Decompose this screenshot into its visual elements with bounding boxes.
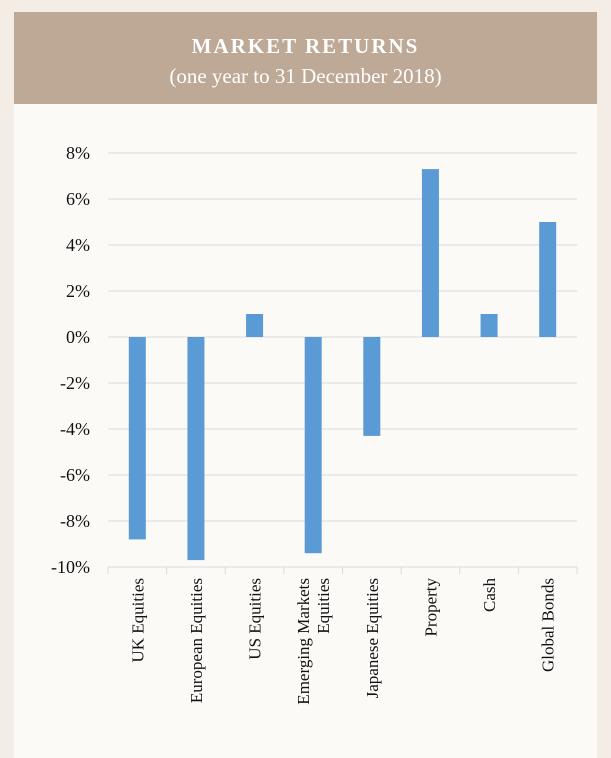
x-tick-label: UK Equities (128, 578, 147, 663)
x-tick-label: US Equities (246, 578, 265, 660)
y-tick-label: 4% (66, 235, 90, 255)
bars (128, 169, 557, 561)
x-tick-label: Cash (480, 578, 499, 613)
x-tick-label-line: Japanese Equities (363, 578, 382, 698)
y-tick-label: 8% (66, 143, 90, 163)
x-tick-label-line: Cash (480, 578, 499, 613)
bar (363, 337, 381, 436)
y-tick-label: -8% (60, 511, 90, 531)
x-tick-label-line: Equities (314, 578, 333, 634)
x-tick-label: European Equities (187, 578, 206, 703)
x-tick-label: Japanese Equities (363, 578, 382, 698)
x-tick-label-line: Global Bonds (539, 578, 558, 672)
x-tick-label-line: UK Equities (128, 578, 147, 663)
bar (421, 169, 439, 337)
bar (128, 337, 146, 540)
y-tick-label: 2% (66, 281, 90, 301)
x-tick-label: Global Bonds (539, 578, 558, 672)
x-tick-label-line: Emerging Markets (294, 578, 313, 705)
bar (304, 337, 322, 554)
y-axis-labels: 8% 6% 4% 2% 0% -2% -4% -6% -8% -10% (51, 143, 90, 577)
x-tick-label-line: US Equities (246, 578, 265, 660)
y-tick-label: -2% (60, 373, 90, 393)
bar (187, 337, 205, 561)
chart-title: MARKET RETURNS (191, 34, 420, 58)
x-axis (107, 566, 578, 574)
y-tick-label: -6% (60, 465, 90, 485)
y-tick-label: 6% (66, 189, 90, 209)
y-tick-label: -4% (60, 419, 90, 439)
chart-header: MARKET RETURNS (one year to 31 December … (14, 12, 597, 104)
x-tick-label-line: Property (421, 578, 440, 637)
bar (539, 222, 557, 337)
gridlines (108, 152, 577, 568)
bar (480, 314, 498, 337)
chart-subtitle: (one year to 31 December 2018) (169, 64, 442, 88)
y-tick-label: 0% (66, 327, 90, 347)
y-tick-label: -10% (51, 557, 90, 577)
x-tick-label: Emerging Markets Equities (294, 578, 333, 705)
x-axis-labels: UK Equities European Equities US Equities E… (128, 578, 557, 705)
bar (246, 314, 264, 337)
x-tick-label: Property (421, 578, 440, 637)
x-tick-label-line: European Equities (187, 578, 206, 703)
